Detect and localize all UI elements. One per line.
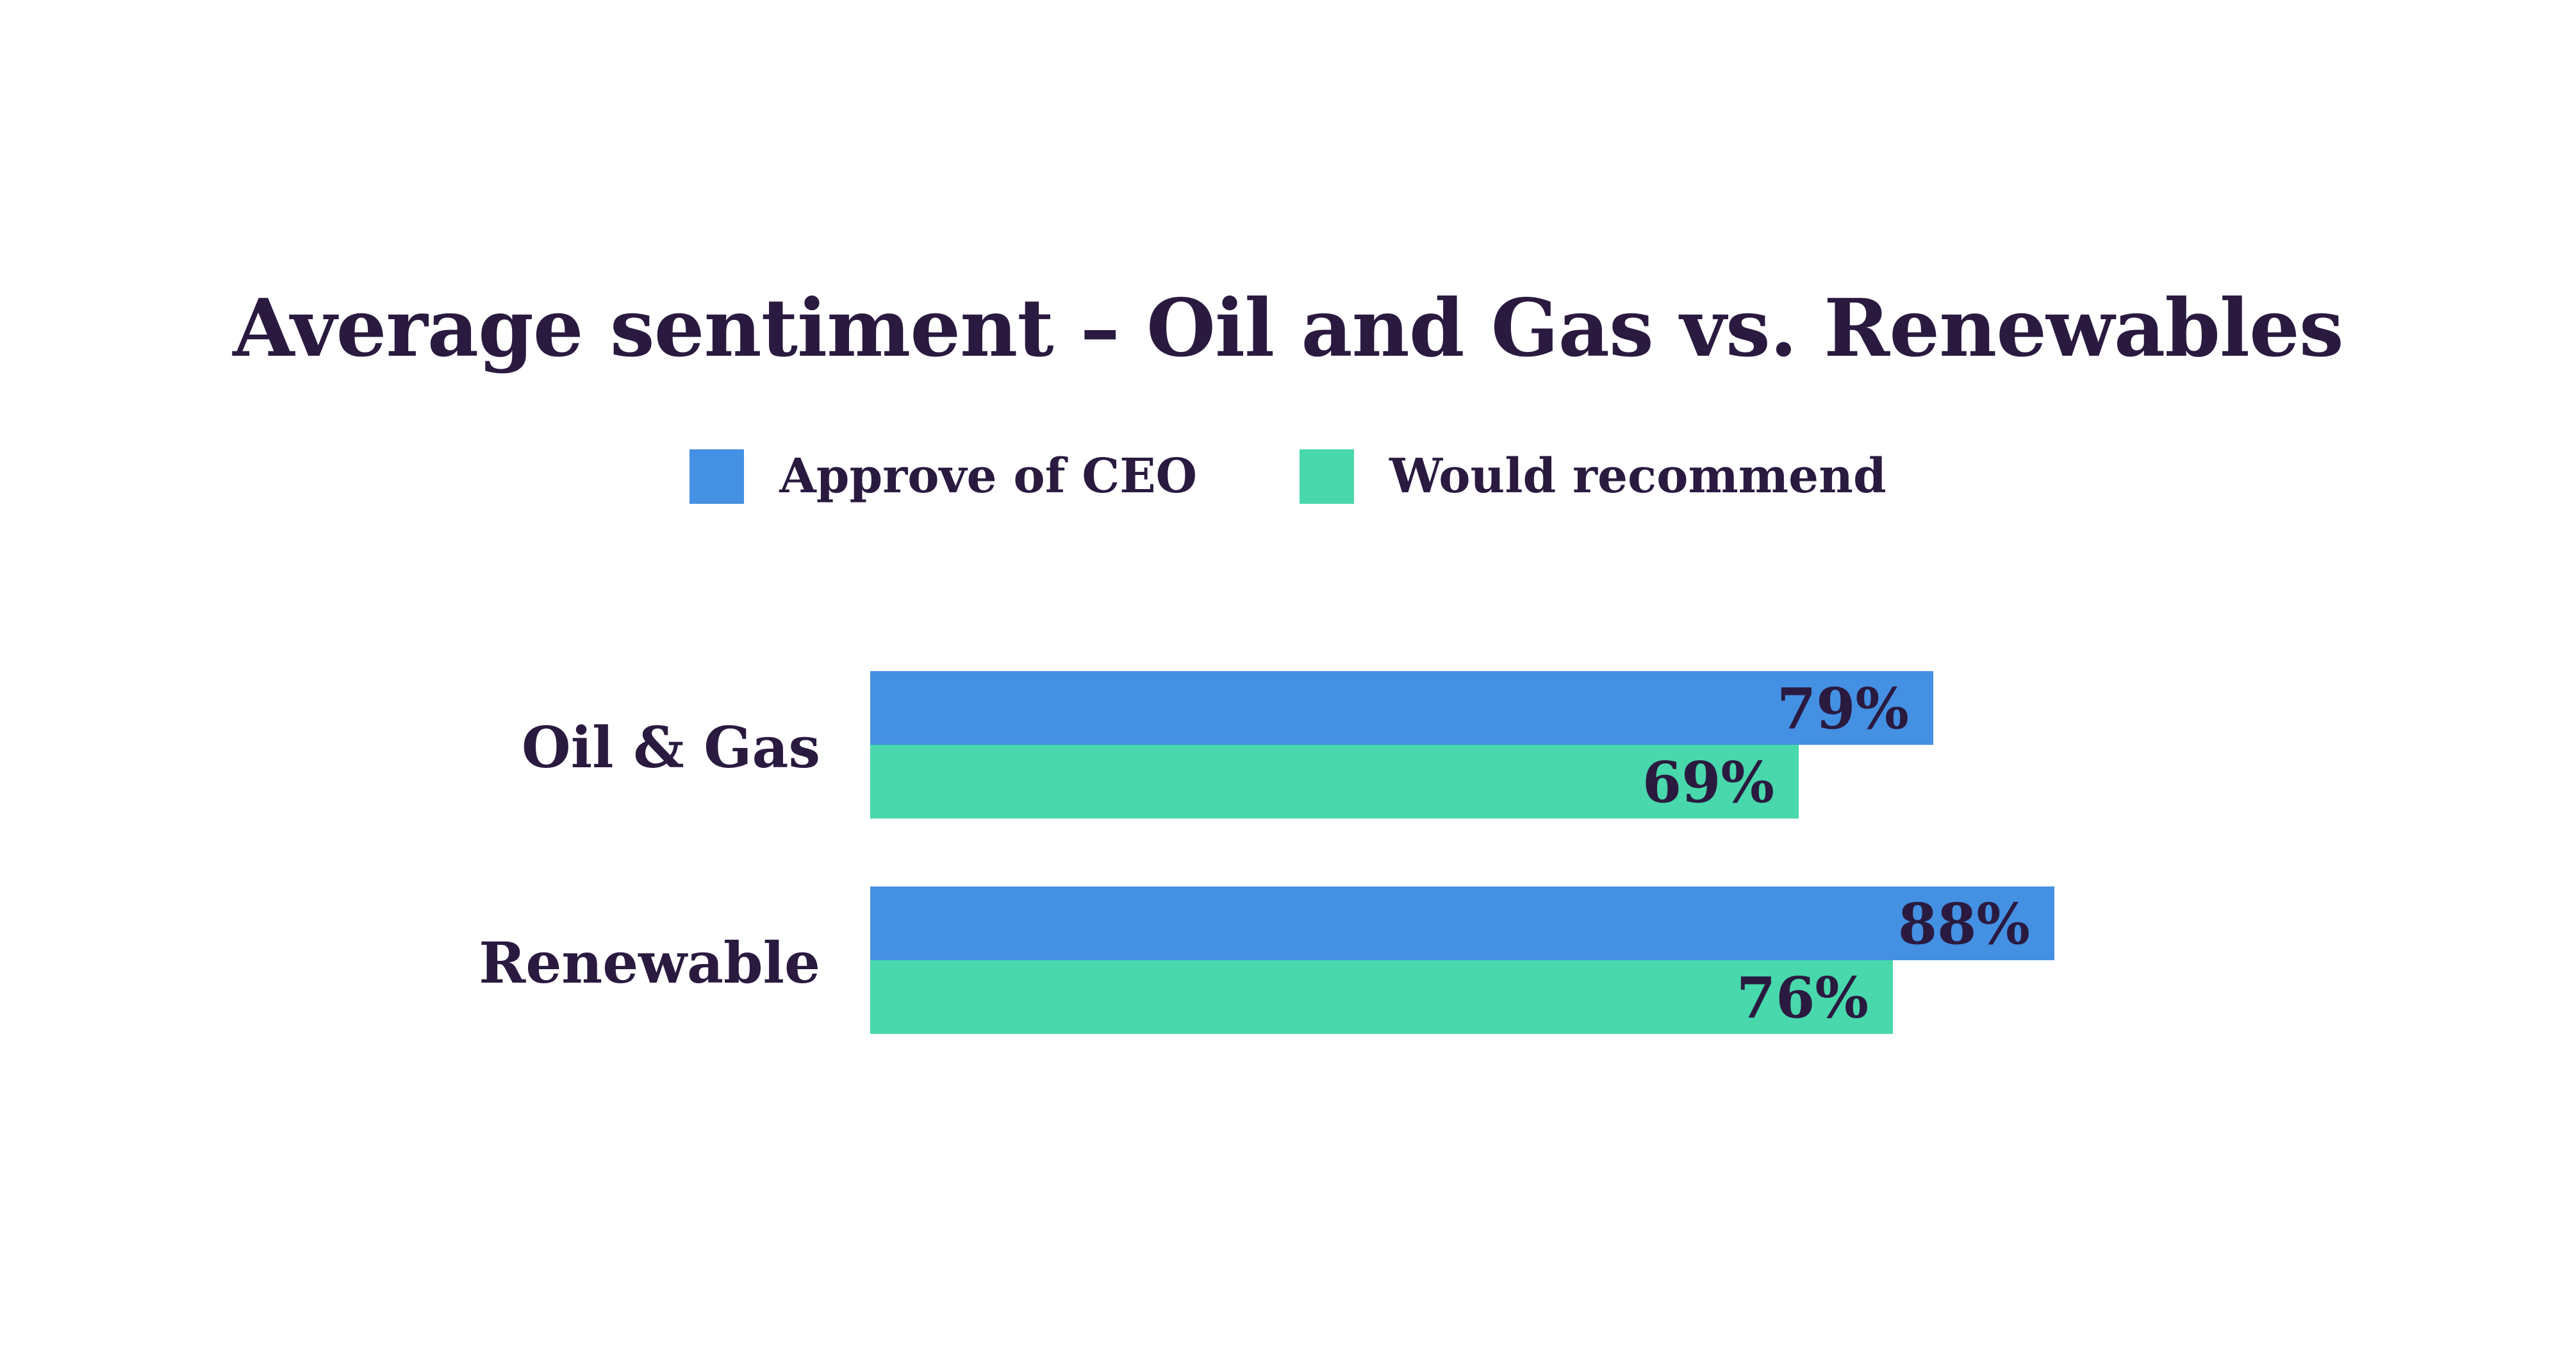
value-label-would-recommend-oil-gas: 69% <box>1642 749 1774 816</box>
chart-title: Average sentiment – Oil and Gas vs. Rene… <box>233 282 2343 375</box>
legend-label-approve-ceo: Approve of CEO <box>779 449 1198 504</box>
value-label-would-recommend-renewable: 76% <box>1737 965 1869 1031</box>
bar-approve-of-ceo-oil-gas <box>870 671 1933 745</box>
legend-swatch-would-recommend <box>1300 449 1355 504</box>
legend: Approve of CEO Would recommend <box>0 449 2576 504</box>
legend-label-would-recommend: Would recommend <box>1389 449 1887 504</box>
bar-would-recommend-renewable <box>870 960 1893 1034</box>
value-label-approve-of-ceo-oil-gas: 79% <box>1777 676 1909 742</box>
legend-swatch-approve-ceo <box>689 449 745 504</box>
bar-would-recommend-oil-gas <box>870 745 1799 819</box>
category-label-oil-gas: Oil & Gas <box>522 714 820 781</box>
legend-item-approve-ceo: Approve of CEO <box>689 449 1197 504</box>
bar-approve-of-ceo-renewable <box>870 886 2054 960</box>
category-label-renewable: Renewable <box>479 929 820 996</box>
value-label-approve-of-ceo-renewable: 88% <box>1898 891 2030 958</box>
legend-item-would-recommend: Would recommend <box>1300 449 1887 504</box>
